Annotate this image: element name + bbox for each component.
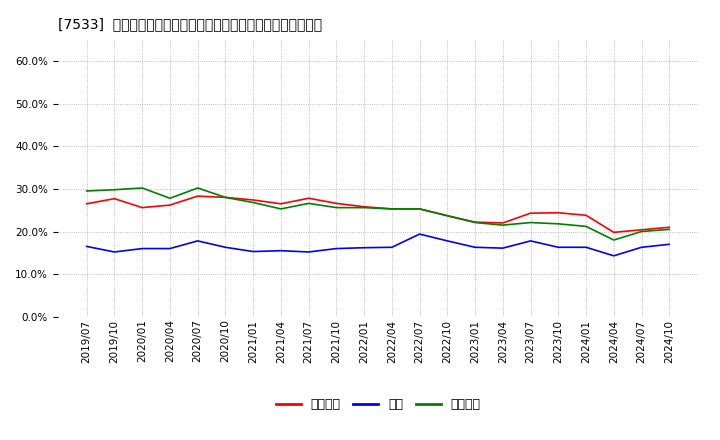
買入債務 [471,220,480,225]
弢上債権 [443,213,451,218]
買入債務 [443,213,451,218]
買入債務 [82,188,91,194]
在庫 [609,253,618,258]
買入債務 [609,238,618,243]
買入債務 [665,227,674,232]
弢上債権 [609,230,618,235]
弢上債権 [305,196,313,201]
弢上債権 [665,224,674,230]
弢上債権 [138,205,147,210]
弢上債権 [526,210,535,216]
買入債務 [332,205,341,210]
在庫 [138,246,147,251]
弢上債権 [637,227,646,232]
Text: [7533]  弢上債権、在庫、買入債務の総資産に対する比率の推移: [7533] 弢上債権、在庫、買入債務の総資産に対する比率の推移 [58,18,322,32]
弢上債権 [276,201,285,206]
弢上債権 [415,206,424,212]
弢上債権 [498,220,507,226]
弢上債権 [387,206,396,212]
買入債務 [138,185,147,191]
弢上債権 [471,220,480,225]
在庫 [387,245,396,250]
在庫 [443,238,451,243]
在庫 [276,248,285,253]
買入債務 [221,195,230,200]
買入債務 [276,206,285,212]
在庫 [471,245,480,250]
在庫 [332,246,341,251]
Line: 在庫: 在庫 [86,234,670,256]
在庫 [110,249,119,255]
Line: 買入債務: 買入債務 [86,188,670,240]
弢上債権 [194,194,202,199]
Line: 弢上債権: 弢上債権 [86,196,670,232]
弢上債権 [582,213,590,218]
在庫 [194,238,202,243]
在庫 [249,249,258,254]
弢上債権 [166,202,174,208]
在庫 [415,231,424,237]
買入債務 [554,221,562,227]
買入債務 [249,200,258,205]
買入債務 [194,185,202,191]
買入債務 [166,196,174,201]
弢上債権 [554,210,562,216]
買入債務 [110,187,119,192]
買入債務 [360,205,369,210]
在庫 [498,246,507,251]
在庫 [360,245,369,250]
買入債務 [526,220,535,225]
弢上債権 [221,195,230,200]
弢上債権 [360,204,369,209]
在庫 [554,245,562,250]
在庫 [82,244,91,249]
在庫 [665,242,674,247]
買入債務 [637,229,646,234]
Legend: 弢上債権, 在庫, 買入債務: 弢上債権, 在庫, 買入債務 [271,393,485,416]
弢上債権 [249,197,258,202]
弢上債権 [110,196,119,202]
買入債務 [305,201,313,206]
買入債務 [415,206,424,212]
弢上債権 [332,201,341,206]
弢上債権 [82,201,91,206]
在庫 [582,245,590,250]
在庫 [305,249,313,255]
買入債務 [387,206,396,212]
買入債務 [582,224,590,229]
在庫 [637,245,646,250]
在庫 [526,238,535,243]
在庫 [166,246,174,251]
買入債務 [498,223,507,228]
在庫 [221,245,230,250]
